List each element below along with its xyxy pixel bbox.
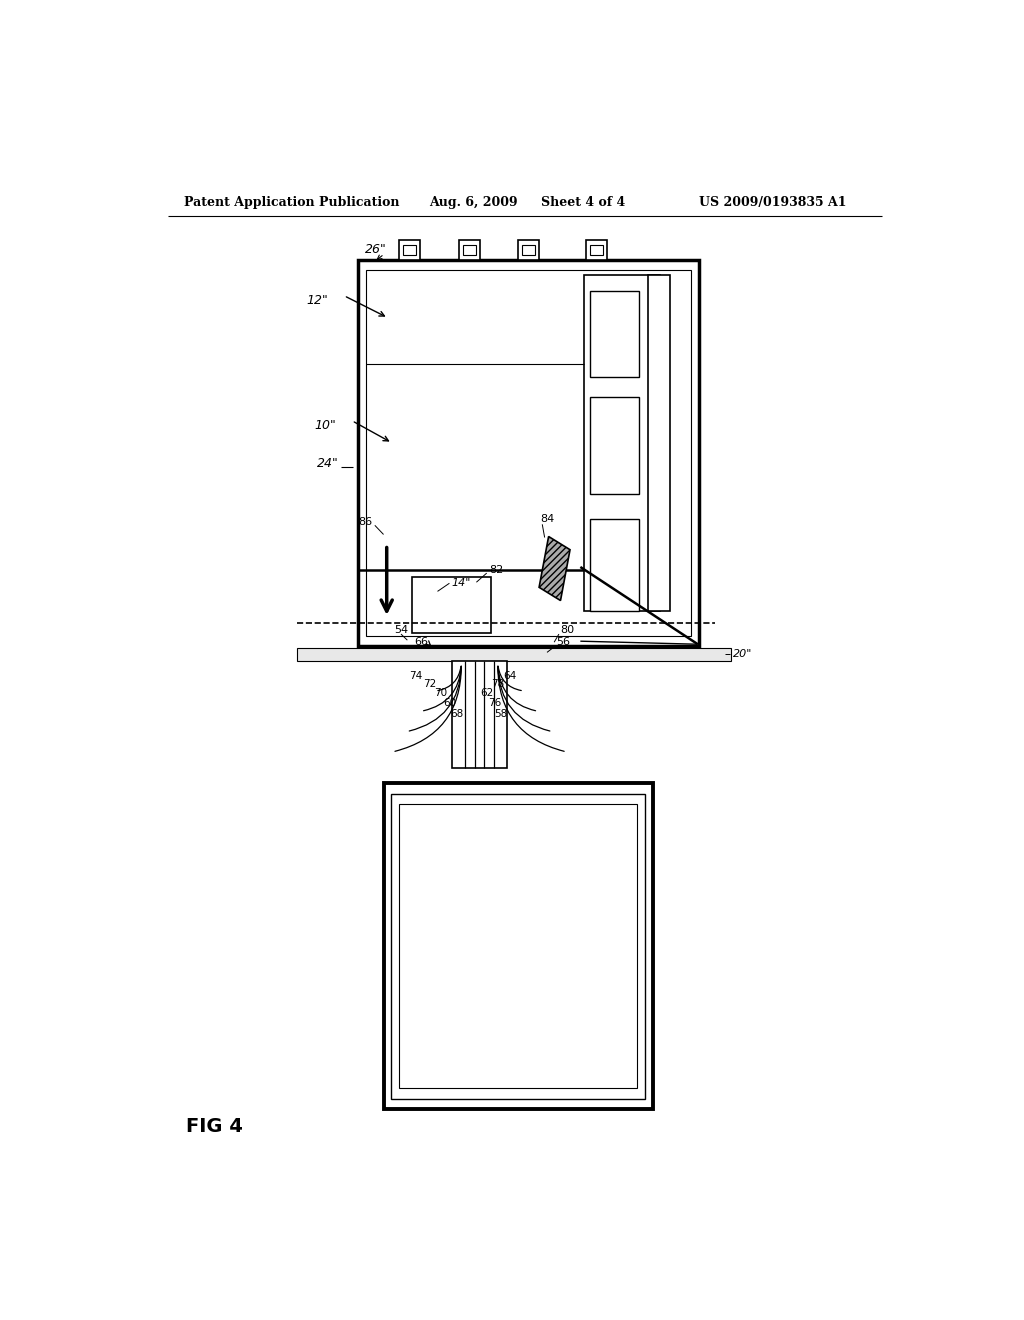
Bar (452, 660, 507, 768)
Text: FIG 4: FIG 4 (186, 1117, 243, 1135)
Text: 26": 26" (365, 243, 386, 256)
Text: 86: 86 (358, 517, 373, 527)
Text: 56: 56 (557, 638, 570, 647)
Text: 68: 68 (451, 709, 464, 719)
Bar (297, 648, 731, 661)
Bar (585, 276, 659, 611)
Bar (522, 244, 536, 255)
Bar (590, 397, 639, 494)
Text: US 2009/0193835 A1: US 2009/0193835 A1 (699, 195, 847, 209)
Bar (391, 793, 645, 1098)
Text: 80: 80 (560, 624, 574, 635)
Bar (518, 240, 539, 260)
Text: 84: 84 (541, 515, 555, 524)
Bar (367, 271, 691, 636)
Text: 54: 54 (394, 624, 408, 635)
Text: 64: 64 (503, 671, 516, 681)
Bar (590, 519, 639, 611)
Text: 74: 74 (410, 671, 423, 681)
Bar (590, 244, 602, 255)
Bar (358, 260, 699, 647)
Text: Patent Application Publication: Patent Application Publication (183, 195, 399, 209)
Text: 78: 78 (492, 678, 505, 689)
Text: 10": 10" (314, 420, 336, 432)
Text: 82: 82 (489, 565, 504, 576)
Text: 24": 24" (316, 457, 338, 470)
Bar (412, 577, 492, 634)
Polygon shape (539, 536, 570, 601)
Text: 58: 58 (495, 709, 508, 719)
Text: 14": 14" (452, 578, 471, 589)
Text: 12": 12" (306, 294, 328, 308)
Text: 76: 76 (488, 698, 502, 709)
Bar (648, 276, 670, 611)
Text: 62: 62 (480, 688, 494, 698)
Text: 72: 72 (423, 678, 436, 689)
Bar (463, 244, 475, 255)
Bar (384, 784, 653, 1109)
Text: Aug. 6, 2009: Aug. 6, 2009 (430, 195, 518, 209)
Text: 60: 60 (443, 698, 457, 709)
Bar (403, 244, 416, 255)
Bar (590, 290, 639, 378)
Bar (399, 240, 420, 260)
Text: 70: 70 (434, 688, 447, 698)
Bar (586, 240, 606, 260)
Text: Sheet 4 of 4: Sheet 4 of 4 (541, 195, 625, 209)
Bar (459, 240, 479, 260)
Text: 20": 20" (733, 649, 752, 660)
Text: 66: 66 (415, 638, 429, 647)
Bar (399, 804, 638, 1089)
